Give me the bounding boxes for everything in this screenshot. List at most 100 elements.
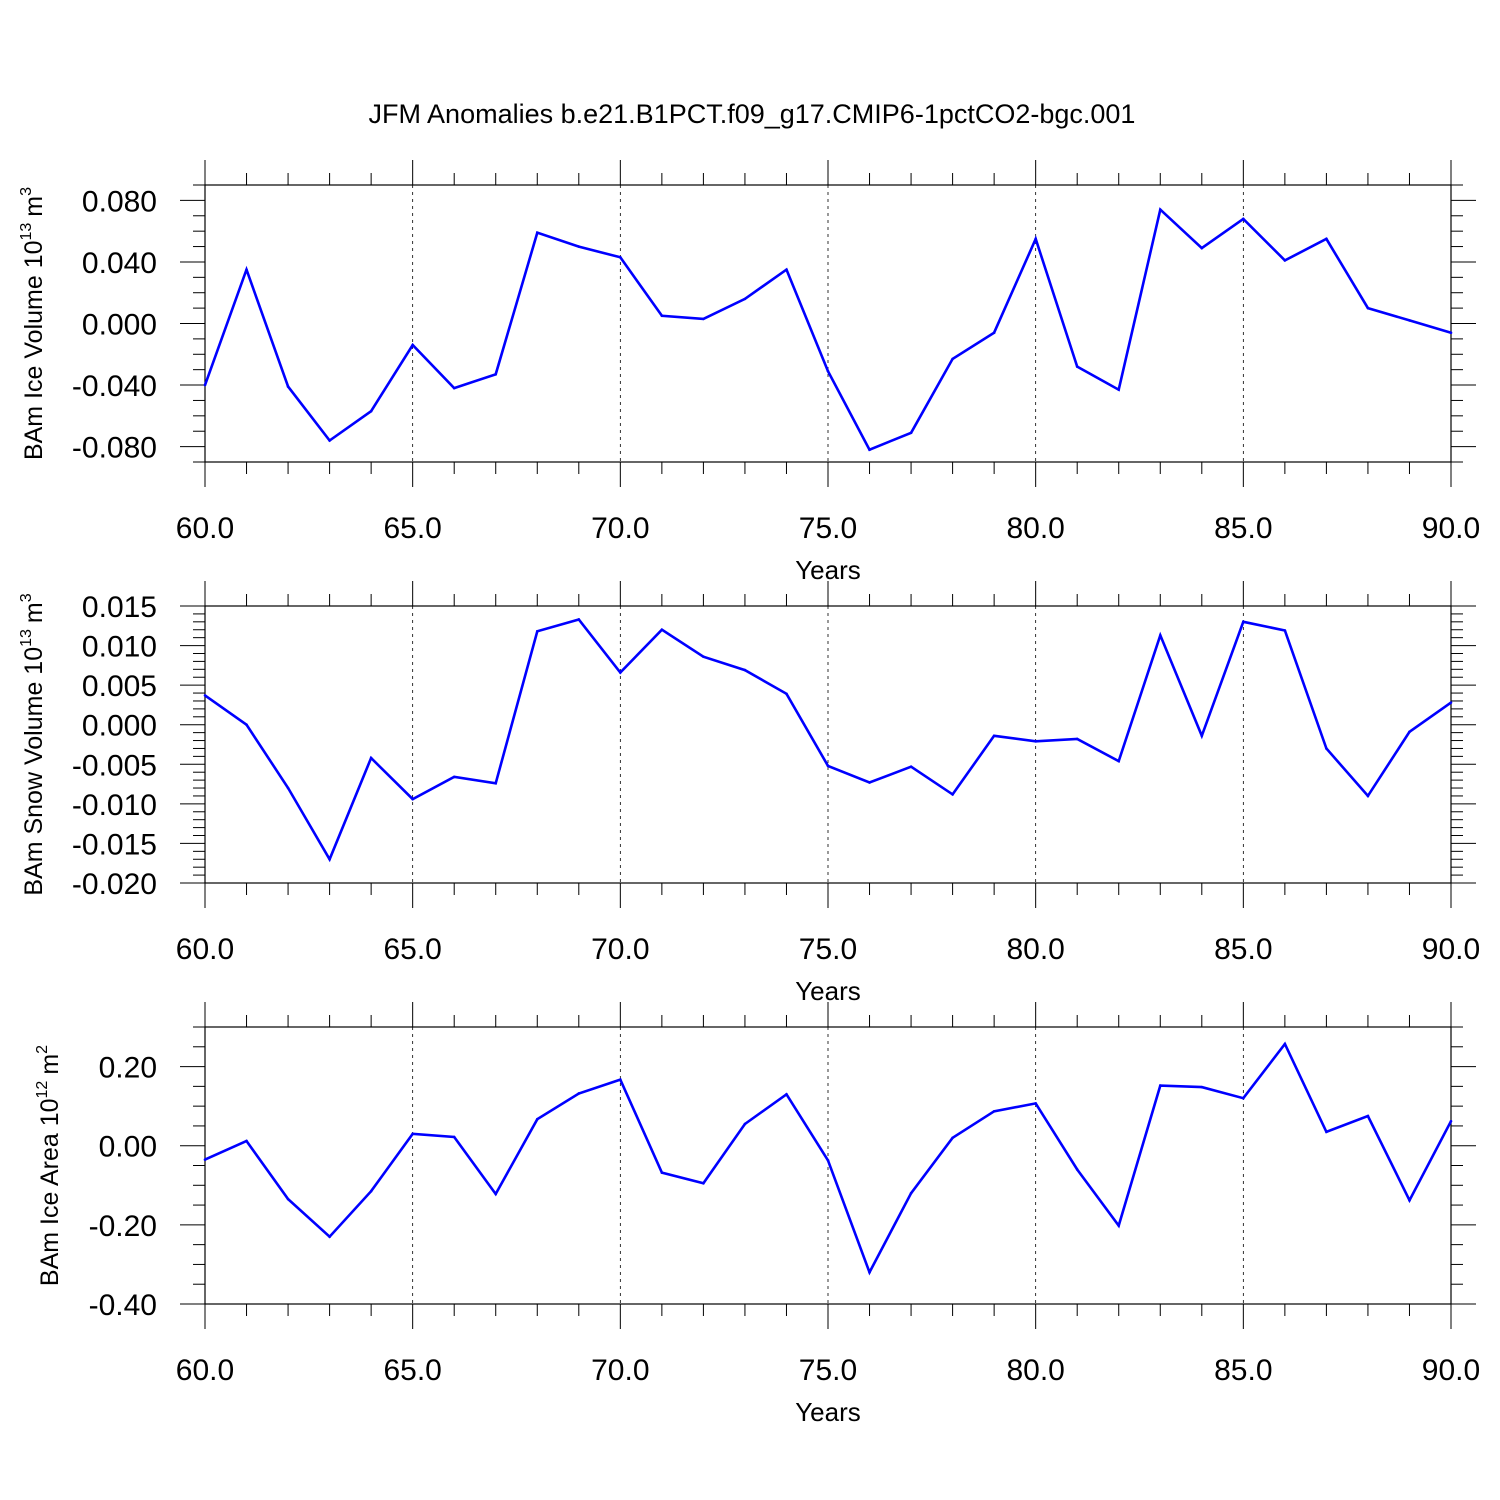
data-point [286, 385, 290, 388]
data-point [577, 618, 581, 621]
data-point [909, 431, 913, 435]
y-tick-label: 0.040 [82, 247, 157, 280]
data-point [1158, 208, 1162, 211]
data-point [535, 231, 539, 235]
data-point [286, 786, 290, 790]
data-point [1408, 1199, 1411, 1202]
y-axis-label-exponent: 12 [34, 1081, 51, 1099]
data-point [1449, 701, 1453, 704]
data-point [577, 1092, 581, 1095]
y-tick-label: 0.015 [82, 591, 157, 624]
data-point [577, 245, 581, 248]
data-point [660, 628, 664, 632]
data-point [1242, 620, 1245, 624]
data-point [535, 630, 539, 633]
data-point [369, 1189, 373, 1193]
x-tick-label: 80.0 [1006, 512, 1064, 545]
plot-frame [204, 1026, 1452, 1305]
data-point [868, 448, 871, 451]
data-point [1449, 331, 1453, 335]
data-point [992, 331, 996, 335]
data-point [1075, 737, 1079, 741]
x-tick-label: 60.0 [176, 512, 234, 545]
data-point [702, 317, 705, 321]
x-tick-label: 75.0 [799, 512, 857, 545]
y-tick-label: 0.20 [99, 1052, 157, 1085]
data-point [369, 756, 373, 760]
data-point [1200, 734, 1204, 738]
data-point [245, 723, 248, 727]
x-tick-label: 85.0 [1214, 933, 1272, 966]
data-point [1449, 1119, 1453, 1123]
data-point [369, 409, 373, 413]
y-axis-label-exponent: 13 [18, 223, 35, 241]
data-point [1075, 1168, 1079, 1171]
data-point [494, 1192, 498, 1196]
x-tick-label: 80.0 [1006, 933, 1064, 966]
data-point [203, 1158, 207, 1161]
data-point [743, 668, 747, 672]
x-tick-label: 85.0 [1214, 1354, 1272, 1387]
y-axis-label: BAm Ice Area 1012 m2 [34, 1045, 64, 1286]
data-point [660, 1171, 664, 1174]
data-point [826, 764, 830, 768]
data-point [411, 343, 414, 347]
x-tick-label: 60.0 [176, 933, 234, 966]
data-point [951, 357, 954, 361]
y-axis-label-unit-exponent: 2 [34, 1045, 51, 1054]
x-tick-label: 65.0 [383, 512, 441, 545]
data-point [1325, 1130, 1328, 1134]
data-point [1034, 740, 1037, 743]
data-point [992, 734, 996, 738]
data-point [702, 1182, 705, 1185]
data-point [868, 1271, 871, 1274]
data-point [1408, 319, 1411, 322]
x-tick-label: 65.0 [383, 1354, 441, 1387]
y-axis-label-unit-exponent: 3 [18, 593, 35, 602]
data-point [660, 314, 664, 318]
y-axis-label-unit: m [20, 196, 48, 217]
data-point [785, 268, 788, 271]
x-tick-label: 90.0 [1422, 512, 1480, 545]
data-point [1117, 388, 1121, 391]
data-point [328, 857, 331, 861]
data-point [1158, 633, 1162, 637]
x-tick-label: 70.0 [591, 933, 649, 966]
data-point [826, 1159, 830, 1162]
data-point [1283, 629, 1287, 632]
data-point [411, 797, 414, 801]
y-axis-label: BAm Snow Volume 1013 m3 [18, 593, 48, 895]
y-tick-label: -0.080 [72, 432, 157, 465]
y-tick-label: -0.005 [72, 749, 157, 782]
x-tick-label: 70.0 [591, 512, 649, 545]
y-axis-label: BAm Ice Volume 1013 m3 [18, 187, 48, 460]
x-tick-label: 75.0 [799, 1354, 857, 1387]
y-axis-label-exponent: 13 [18, 629, 35, 647]
y-tick-label: -0.20 [89, 1210, 157, 1243]
panel-3: 60.0 65.0 70.0 75.0 80.0 85.0 90.0 -0.40 -0.20 0.… [34, 1002, 1480, 1427]
y-tick-label: -0.015 [72, 828, 157, 861]
data-point [1075, 365, 1079, 368]
y-tick-label: 0.010 [82, 631, 157, 664]
data-point [619, 1078, 622, 1081]
x-tick-label: 85.0 [1214, 512, 1272, 545]
data-point [1117, 1224, 1121, 1227]
data-point [992, 1109, 996, 1113]
x-axis-label: Years [795, 976, 861, 1006]
x-axis-label: Years [795, 1397, 861, 1427]
y-tick-label: -0.020 [72, 868, 157, 901]
y-tick-label: 0.000 [82, 710, 157, 743]
data-point [743, 297, 747, 301]
y-axis-label-unit-exponent: 3 [18, 187, 35, 196]
data-point [203, 694, 207, 697]
y-axis-label-unit: m [36, 1054, 64, 1075]
x-axis-label: Years [795, 555, 861, 585]
data-point [951, 1136, 954, 1140]
x-tick-label: 90.0 [1422, 1354, 1480, 1387]
data-point [1200, 1085, 1204, 1089]
y-tick-label: -0.40 [89, 1289, 157, 1322]
data-point [328, 1235, 331, 1239]
panels: 60.0 65.0 70.0 75.0 80.0 85.0 90.0 -0.080 -0.040… [18, 160, 1480, 1427]
data-point [619, 256, 622, 259]
x-tick-label: 90.0 [1422, 933, 1480, 966]
